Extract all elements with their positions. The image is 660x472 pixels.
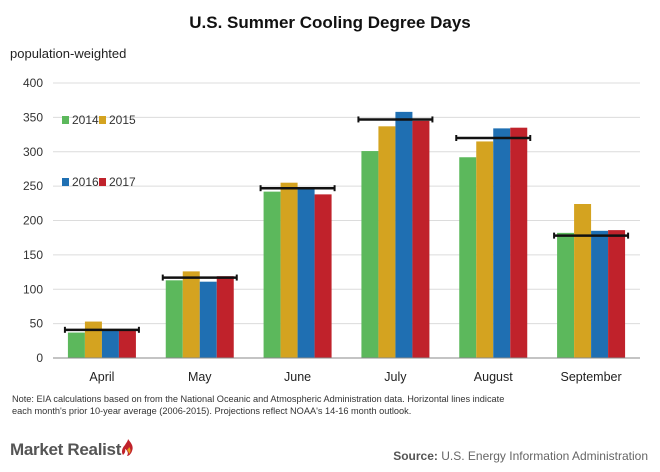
brand-flame-icon (121, 439, 133, 456)
bar-2017-april (118, 330, 136, 358)
y-tick-label: 0 (36, 351, 43, 365)
bar-2016-april (101, 329, 119, 358)
average-lines (63, 116, 630, 333)
bar-2014-april (67, 332, 85, 358)
x-category-label: June (284, 370, 311, 384)
bar-2017-september (608, 230, 626, 358)
x-category-label: August (474, 370, 513, 384)
bar-2014-may (165, 280, 183, 358)
bar-2016-september (591, 230, 609, 358)
brand-logo-text: Market Realist (10, 440, 122, 459)
x-category-label: April (89, 370, 114, 384)
chart-title: U.S. Summer Cooling Degree Days (189, 13, 471, 32)
bar-2014-june (263, 191, 281, 358)
y-axis-label: population-weighted (10, 46, 126, 61)
legend-label-2014: 2014 (72, 113, 99, 127)
bar-2014-august (459, 157, 477, 358)
bar-2016-june (297, 188, 315, 358)
y-tick-label: 50 (30, 317, 44, 331)
y-tick-label: 150 (23, 248, 43, 262)
y-tick-label: 200 (23, 214, 43, 228)
bar-2015-april (84, 321, 102, 358)
bar-2017-may (216, 276, 234, 358)
bar-2015-july (378, 126, 396, 358)
bar-2015-may (182, 271, 200, 358)
bar-2016-july (395, 111, 413, 358)
legend-swatch-2017 (99, 178, 106, 186)
bar-2017-june (314, 194, 332, 358)
footnote: Note: EIA calculations based on from the… (12, 394, 505, 416)
y-tick-label: 100 (23, 282, 43, 296)
bar-2017-august (510, 127, 528, 358)
bars (67, 111, 626, 358)
bar-2016-august (493, 128, 511, 358)
x-axis-categories: April May June July August September (89, 370, 621, 384)
y-tick-label: 350 (23, 110, 43, 124)
x-category-label: July (384, 370, 407, 384)
y-tick-label: 300 (23, 145, 43, 159)
legend-label-2016: 2016 (72, 175, 99, 189)
y-tick-label: 400 (23, 76, 43, 90)
bar-2014-july (361, 151, 379, 358)
gridlines (53, 82, 640, 325)
bar-2015-august (476, 141, 494, 358)
x-category-label: May (188, 370, 212, 384)
source-credit: Source: U.S. Energy Information Administ… (393, 449, 648, 463)
legend-label-2015: 2015 (109, 113, 136, 127)
y-tick-label: 250 (23, 179, 43, 193)
bar-2015-june (280, 182, 298, 358)
source-label: Source: (393, 449, 438, 463)
legend-swatch-2016 (62, 178, 69, 186)
source-text: U.S. Energy Information Administration (441, 449, 648, 463)
legend-swatch-2015 (99, 116, 106, 124)
y-axis-ticks: 0 50 100 150 200 250 300 350 400 (23, 76, 43, 365)
legend-label-2017: 2017 (109, 175, 136, 189)
bar-2015-september (574, 204, 592, 358)
x-category-label: September (561, 370, 622, 384)
legend-swatch-2014 (62, 116, 69, 124)
bar-2017-july (412, 120, 430, 358)
bar-2016-may (199, 281, 217, 358)
bar-2014-september (557, 232, 575, 358)
legend: 2014 2015 2016 2017 (62, 113, 136, 189)
